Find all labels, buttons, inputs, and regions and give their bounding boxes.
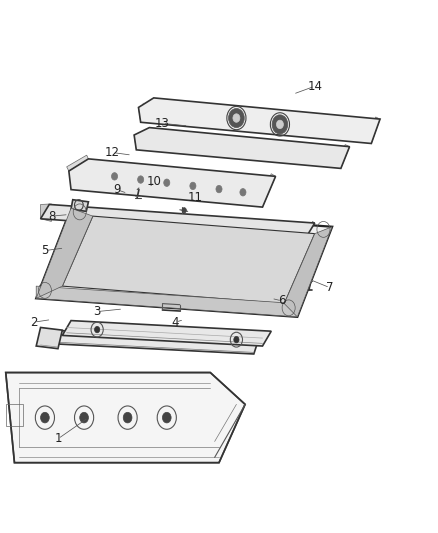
Polygon shape [41,205,315,237]
Circle shape [233,114,240,122]
Polygon shape [67,155,88,171]
Polygon shape [62,320,271,346]
Polygon shape [62,216,315,304]
Text: 11: 11 [187,191,202,204]
Polygon shape [304,221,315,237]
Polygon shape [259,174,276,207]
Polygon shape [36,208,93,298]
Text: 10: 10 [146,175,161,188]
Circle shape [240,189,246,196]
Circle shape [216,185,222,193]
Circle shape [190,182,196,190]
Text: 13: 13 [155,117,170,130]
Text: 7: 7 [326,281,334,294]
Polygon shape [138,106,146,122]
Polygon shape [134,127,350,168]
Polygon shape [134,134,141,150]
Text: 12: 12 [105,146,120,159]
Polygon shape [45,330,258,354]
Circle shape [164,179,170,187]
Text: 1: 1 [54,432,62,446]
Polygon shape [138,98,380,143]
Text: 4: 4 [172,316,179,329]
Circle shape [112,173,117,180]
Text: 9: 9 [113,183,120,196]
Circle shape [138,176,144,183]
Text: 5: 5 [41,244,49,257]
Circle shape [229,109,244,127]
Text: 6: 6 [279,294,286,308]
Polygon shape [6,373,245,463]
Circle shape [276,120,283,128]
Polygon shape [41,204,51,221]
Polygon shape [368,117,380,143]
Polygon shape [71,200,88,212]
Polygon shape [36,286,297,317]
Polygon shape [69,159,276,207]
Polygon shape [284,227,332,317]
Text: 2: 2 [30,316,38,329]
Circle shape [272,115,288,134]
Text: 14: 14 [307,80,322,93]
Polygon shape [36,208,332,317]
Circle shape [123,413,132,423]
Circle shape [95,326,100,333]
Polygon shape [337,144,350,168]
Polygon shape [282,287,295,304]
Polygon shape [36,327,62,349]
Circle shape [162,413,171,423]
Circle shape [80,413,88,423]
Text: 3: 3 [93,305,101,318]
Text: 8: 8 [48,209,55,223]
Circle shape [41,413,49,423]
Circle shape [234,336,239,343]
Circle shape [182,208,186,213]
